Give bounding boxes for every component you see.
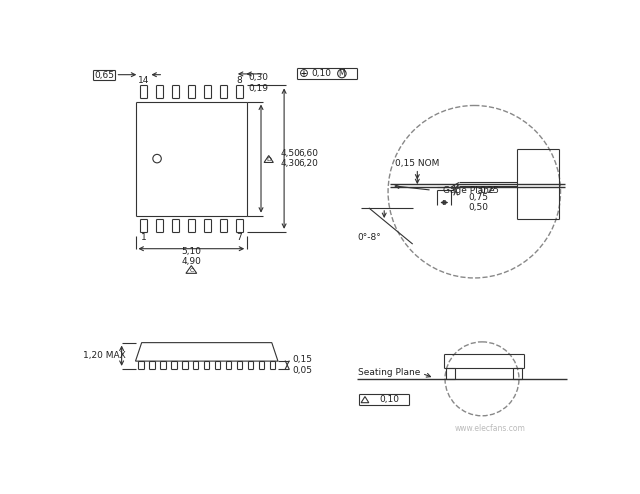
Text: 0,10: 0,10: [380, 395, 399, 404]
Text: 0°-8°: 0°-8°: [357, 234, 381, 243]
Text: 1,20 MAX: 1,20 MAX: [83, 351, 126, 360]
Text: M: M: [339, 69, 345, 78]
Text: 8: 8: [236, 76, 242, 84]
Text: 0,25: 0,25: [479, 186, 499, 195]
Text: Gage Plane: Gage Plane: [443, 186, 495, 195]
Text: 5,10
4,90: 5,10 4,90: [181, 247, 202, 266]
Text: D: D: [266, 157, 271, 162]
Text: 0,75
0,50: 0,75 0,50: [468, 193, 488, 212]
Text: www.elecfans.com: www.elecfans.com: [454, 424, 525, 433]
Text: 0,65: 0,65: [94, 71, 115, 80]
Text: 0,10: 0,10: [312, 69, 332, 78]
Text: C: C: [189, 268, 193, 273]
Text: Seating Plane: Seating Plane: [358, 368, 420, 377]
Text: 0,15 NOM: 0,15 NOM: [395, 159, 440, 168]
Text: 6,60
6,20: 6,60 6,20: [298, 149, 318, 168]
Text: ⊕: ⊕: [298, 67, 308, 80]
Text: 1: 1: [141, 234, 147, 243]
Text: 14: 14: [138, 76, 149, 84]
Text: 0,15
0,05: 0,15 0,05: [292, 355, 312, 374]
Text: 0,30
0,19: 0,30 0,19: [249, 73, 269, 92]
Text: 4,50
4,30: 4,50 4,30: [281, 149, 301, 168]
Text: 7: 7: [236, 234, 242, 243]
